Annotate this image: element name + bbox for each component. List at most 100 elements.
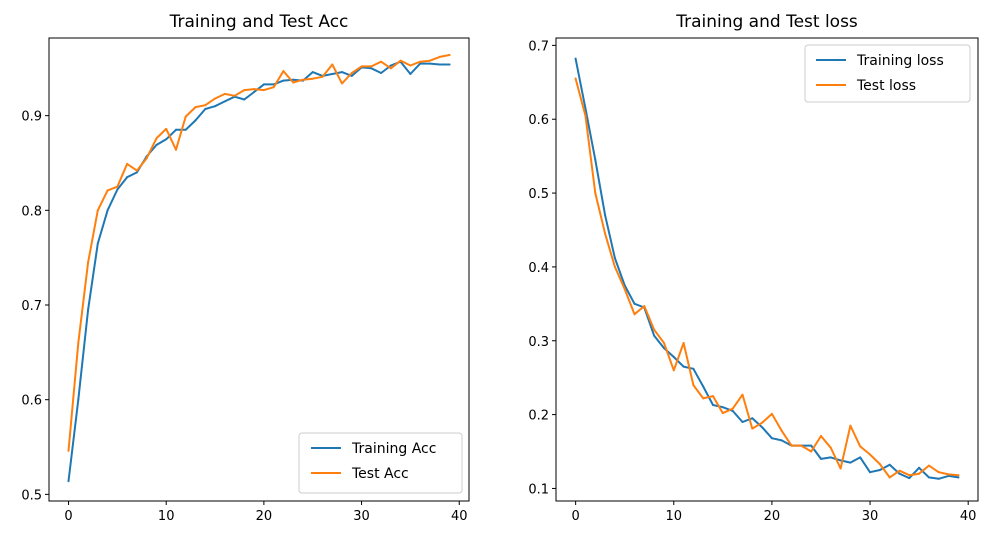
acc-training-point-7 — [135, 171, 138, 174]
loss-series-training-line — [574, 57, 960, 480]
acc-training-point-4 — [106, 209, 109, 212]
acc-xtick-label-3: 30 — [353, 509, 370, 524]
acc-series-test-line — [67, 54, 451, 452]
loss-ytick-label-3: 0.4 — [528, 261, 549, 276]
loss-training-point-17 — [741, 421, 744, 423]
acc-legend-label-test: Test Acc — [351, 466, 409, 482]
acc-test-point-35 — [409, 64, 412, 67]
loss-test-point-14 — [712, 395, 714, 398]
acc-test-point-4 — [106, 189, 109, 192]
loss-training-point-16 — [731, 409, 734, 412]
loss-training-point-1 — [584, 107, 587, 110]
acc-training-point-37 — [428, 62, 431, 65]
loss-test-point-25 — [820, 435, 822, 437]
acc-training-point-39 — [448, 63, 451, 66]
loss-series-test-line — [574, 77, 960, 479]
loss-training-point-21 — [780, 439, 783, 442]
loss-test-point-3 — [604, 232, 607, 235]
acc-training-point-16 — [223, 100, 226, 103]
loss-training-point-11 — [682, 365, 685, 368]
acc-test-point-3 — [96, 209, 99, 212]
loss-test-point-13 — [702, 397, 705, 400]
acc-training-point-36 — [419, 62, 422, 65]
loss-axis-ticks: 0 10 20 30 40 0.1 0.2 0.3 0.4 0.5 0.6 0.7 — [528, 39, 976, 524]
loss-test-point-31 — [878, 463, 881, 466]
loss-xtick-label-2: 20 — [764, 509, 781, 524]
loss-test-point-11 — [682, 342, 685, 344]
loss-training-point-9 — [663, 347, 665, 350]
acc-training-point-19 — [253, 91, 256, 93]
loss-training-point-30 — [869, 471, 871, 474]
acc-axes-frame — [48, 37, 470, 502]
acc-training-point-32 — [380, 72, 383, 74]
acc-test-point-31 — [370, 65, 373, 68]
acc-training-point-31 — [370, 67, 373, 70]
acc-test-point-13 — [194, 106, 197, 109]
loss-ytick-label-4: 0.5 — [528, 187, 549, 202]
loss-test-point-7 — [643, 305, 646, 308]
loss-training-point-27 — [839, 459, 842, 462]
acc-test-point-8 — [145, 157, 148, 160]
loss-test-point-1 — [584, 114, 587, 117]
loss-training-point-6 — [633, 302, 636, 305]
acc-training-point-33 — [389, 64, 392, 67]
acc-test-point-26 — [321, 75, 324, 78]
loss-test-point-12 — [692, 384, 695, 387]
acc-test-point-34 — [399, 59, 402, 62]
loss-ytick-label-5: 0.6 — [528, 113, 549, 128]
loss-ytick-label-2: 0.3 — [528, 335, 549, 350]
acc-axis-ticks: 0 10 20 30 40 0.5 0.6 0.7 0.8 0.9 — [21, 110, 467, 524]
acc-test-point-19 — [253, 88, 256, 91]
loss-training-point-19 — [761, 426, 764, 429]
acc-xtick-label-1: 10 — [158, 509, 175, 524]
loss-test-point-16 — [731, 407, 734, 410]
loss-test-point-26 — [829, 446, 832, 449]
loss-test-point-28 — [849, 424, 852, 427]
acc-training-point-25 — [311, 71, 314, 74]
loss-test-point-5 — [623, 288, 626, 291]
acc-training-point-23 — [292, 78, 295, 81]
acc-legend[interactable]: Training Acc Test Acc — [298, 432, 463, 494]
loss-test-point-2 — [594, 192, 597, 195]
loss-chart-title: Training and Test loss — [675, 12, 858, 32]
acc-test-point-7 — [135, 169, 138, 172]
acc-test-point-27 — [331, 63, 334, 66]
loss-training-point-4 — [613, 257, 616, 260]
loss-test-point-35 — [918, 472, 921, 475]
loss-test-point-38 — [947, 473, 950, 476]
acc-training-point-1 — [77, 398, 80, 401]
acc-test-point-32 — [380, 60, 383, 63]
acc-training-point-27 — [331, 73, 334, 75]
acc-training-point-38 — [438, 63, 441, 66]
acc-training-point-13 — [194, 119, 197, 122]
acc-training-point-14 — [204, 108, 207, 110]
loss-xtick-label-0: 0 — [571, 509, 579, 524]
loss-test-point-0 — [574, 77, 577, 80]
loss-axes-frame — [555, 37, 979, 502]
acc-test-point-11 — [175, 148, 177, 151]
acc-test-point-0 — [67, 449, 70, 452]
loss-legend[interactable]: Training loss Test loss — [804, 44, 971, 103]
loss-training-point-32 — [888, 463, 891, 466]
acc-test-point-37 — [428, 59, 431, 62]
acc-test-point-15 — [214, 97, 216, 100]
loss-training-point-36 — [927, 476, 930, 479]
loss-test-point-27 — [839, 467, 842, 470]
loss-training-point-3 — [604, 214, 607, 217]
loss-training-point-31 — [878, 469, 881, 471]
acc-training-point-10 — [165, 138, 168, 141]
loss-ytick-label-6: 0.7 — [528, 39, 549, 54]
loss-test-point-29 — [859, 445, 862, 448]
loss-test-point-30 — [869, 453, 871, 456]
loss-test-point-21 — [780, 429, 783, 432]
loss-training-point-29 — [859, 456, 862, 459]
loss-training-point-2 — [594, 158, 597, 161]
acc-test-point-17 — [233, 94, 236, 97]
acc-test-point-39 — [448, 54, 451, 56]
loss-training-point-37 — [937, 477, 940, 480]
loss-training-point-26 — [829, 456, 832, 459]
loss-training-point-13 — [702, 385, 705, 388]
loss-legend-label-training: Training loss — [856, 53, 944, 69]
loss-test-point-9 — [663, 342, 665, 344]
